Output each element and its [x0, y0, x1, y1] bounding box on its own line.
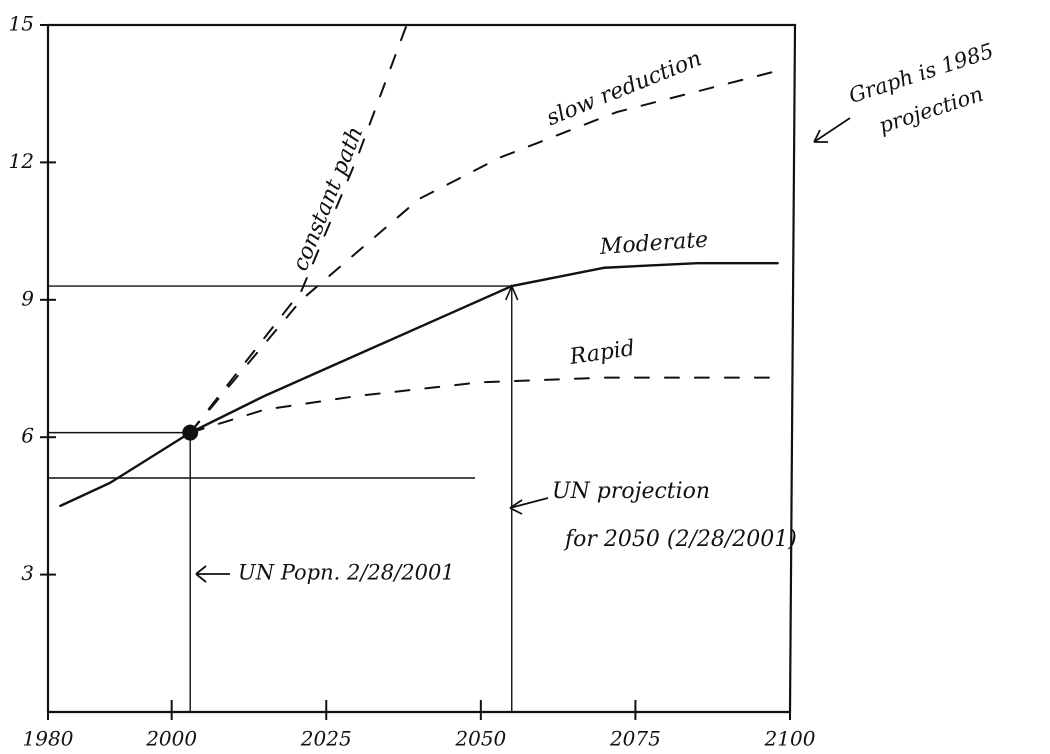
plot-frame [48, 25, 795, 712]
x-tick-label: 2100 [764, 727, 816, 751]
y-tick-label: 6 [21, 424, 34, 448]
x-tick-label: 1980 [23, 727, 74, 751]
series-label: Moderate [598, 227, 709, 260]
y-tick-label: 9 [21, 286, 34, 310]
y-tick-label: 12 [9, 149, 34, 173]
annotation-arrow [814, 118, 850, 142]
x-tick-label: 2075 [609, 727, 661, 751]
annotation: UN projection [552, 479, 710, 504]
x-tick-label: 2050 [454, 727, 506, 751]
annotation-arrow [510, 498, 548, 514]
x-tick-label: 2000 [145, 727, 197, 751]
annotation: for 2050 (2/28/2001) [563, 527, 797, 552]
series-label: Rapid [567, 336, 636, 370]
series-line [190, 378, 777, 433]
data-point [182, 425, 198, 441]
y-tick-label: 3 [21, 561, 34, 585]
annotation: UN Popn. 2/28/2001 [238, 561, 455, 585]
series-label: slow reduction [543, 46, 705, 131]
series-line [60, 263, 777, 506]
annotation-arrow [196, 566, 230, 582]
x-tick-label: 2025 [300, 727, 352, 751]
chart: 3 6 9 12 15 1980 2000 2025 2050 2075 2100 Moderate R… [0, 0, 1050, 754]
series-line [190, 25, 406, 433]
page: {"chart_data": { "type": "line", "xlim":… [0, 0, 1050, 754]
y-tick-label: 15 [9, 12, 34, 36]
